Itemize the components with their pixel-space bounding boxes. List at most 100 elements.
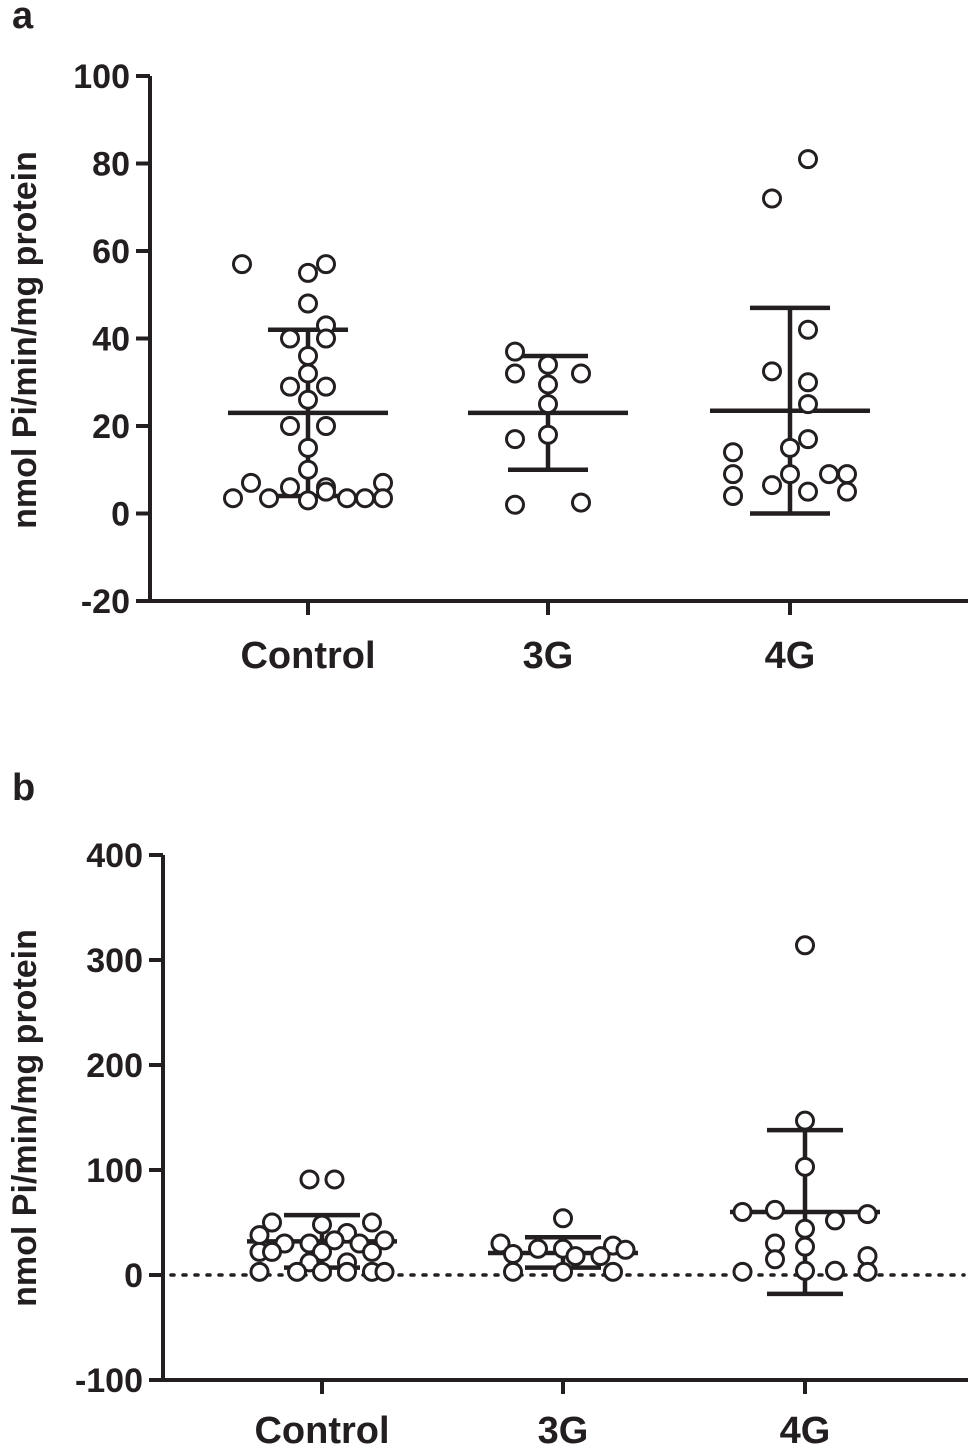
x-tick-label: Control [254,1410,389,1445]
panel-label: a [12,0,34,37]
y-tick-label: 100 [73,58,130,96]
y-tick-label: 300 [86,942,143,980]
data-point [825,1210,845,1231]
series-Control [223,254,393,511]
data-point [362,1241,382,1262]
data-point [590,1246,611,1267]
x-tick-label: 4G [765,635,816,677]
data-point [259,488,279,509]
y-tick-label: 80 [92,146,130,184]
data-point [762,361,782,382]
data-point [355,488,375,509]
data-point [795,1260,815,1281]
data-point [503,1244,523,1264]
data-point [615,1239,636,1260]
data-point [298,262,318,283]
data-point [324,1169,345,1190]
x-tick-label: 3G [523,635,574,677]
data-point [723,442,743,463]
data-point [571,492,591,513]
panel-label: b [12,767,35,809]
chart-panel-b: b nmol Pi/min/mg protein -100 0 100 200 300 400… [6,767,968,1445]
data-point [603,1261,623,1282]
data-point [538,354,558,375]
series-4G [710,149,870,516]
data-point [298,459,318,480]
data-point [798,481,818,502]
x-tick-label: 3G [538,1410,589,1445]
data-point [798,394,818,415]
data-point [798,149,818,170]
data-point [316,481,336,502]
data-point [280,477,300,498]
data-point [362,1212,382,1233]
data-point [762,188,782,209]
x-tick-label: 4G [780,1410,831,1445]
data-point [280,376,300,397]
data-point [505,494,525,515]
data-point [337,488,357,509]
data-point [299,1169,320,1190]
data-point [337,1261,357,1282]
y-axis-title: nmol Pi/min/mg protein [6,929,44,1307]
data-point [503,1261,523,1282]
data-point [553,1261,573,1282]
data-point [374,1261,395,1282]
y-tick-label: -100 [75,1362,143,1400]
data-point [223,488,243,509]
data-point [373,488,393,509]
data-point [262,1212,282,1233]
data-point [324,1230,345,1251]
data-point [795,1156,815,1177]
data-point [819,464,839,485]
data-point [780,464,800,485]
data-point [262,1241,282,1262]
data-point [298,363,318,384]
data-point [298,389,318,410]
y-tick-label: 200 [86,1047,143,1085]
data-point [249,1225,270,1246]
data-point [798,319,818,340]
data-point [732,1202,753,1222]
y-tick-label: -20 [81,583,130,621]
data-point [280,416,300,436]
data-point [312,1261,332,1282]
data-point [298,437,318,458]
data-point [280,328,300,349]
data-point [316,416,336,436]
data-point [857,1261,878,1282]
data-point [565,1246,586,1267]
data-point [795,1110,815,1131]
data-point [837,464,857,485]
data-point [765,1199,785,1220]
y-tick-label: 400 [86,837,143,875]
data-point [795,1236,815,1257]
data-point [287,1261,307,1282]
y-tick-label: 100 [86,1152,143,1190]
data-point [505,363,525,384]
data-point [732,1261,753,1282]
data-point [723,464,743,485]
data-point [505,341,525,362]
data-point [316,328,336,349]
data-point [316,376,336,397]
data-point [528,1238,548,1259]
y-tick-label: 60 [92,233,130,271]
data-point [795,1218,815,1239]
data-point [312,1241,332,1262]
data-point [762,475,782,496]
series-Control [247,1169,397,1282]
y-tick-label: 40 [92,321,130,359]
data-point [538,374,558,395]
data-point [837,481,857,502]
data-point [241,472,261,493]
data-point [857,1204,878,1225]
data-point [312,1214,332,1235]
data-point [538,424,558,445]
data-point [780,437,800,458]
chart-panel-a: a nmol Pi/min/mg protein -20 0 20 40 60 80 100 Co… [6,0,968,677]
data-point [249,1261,270,1282]
data-point [798,372,818,393]
data-point [298,490,318,511]
